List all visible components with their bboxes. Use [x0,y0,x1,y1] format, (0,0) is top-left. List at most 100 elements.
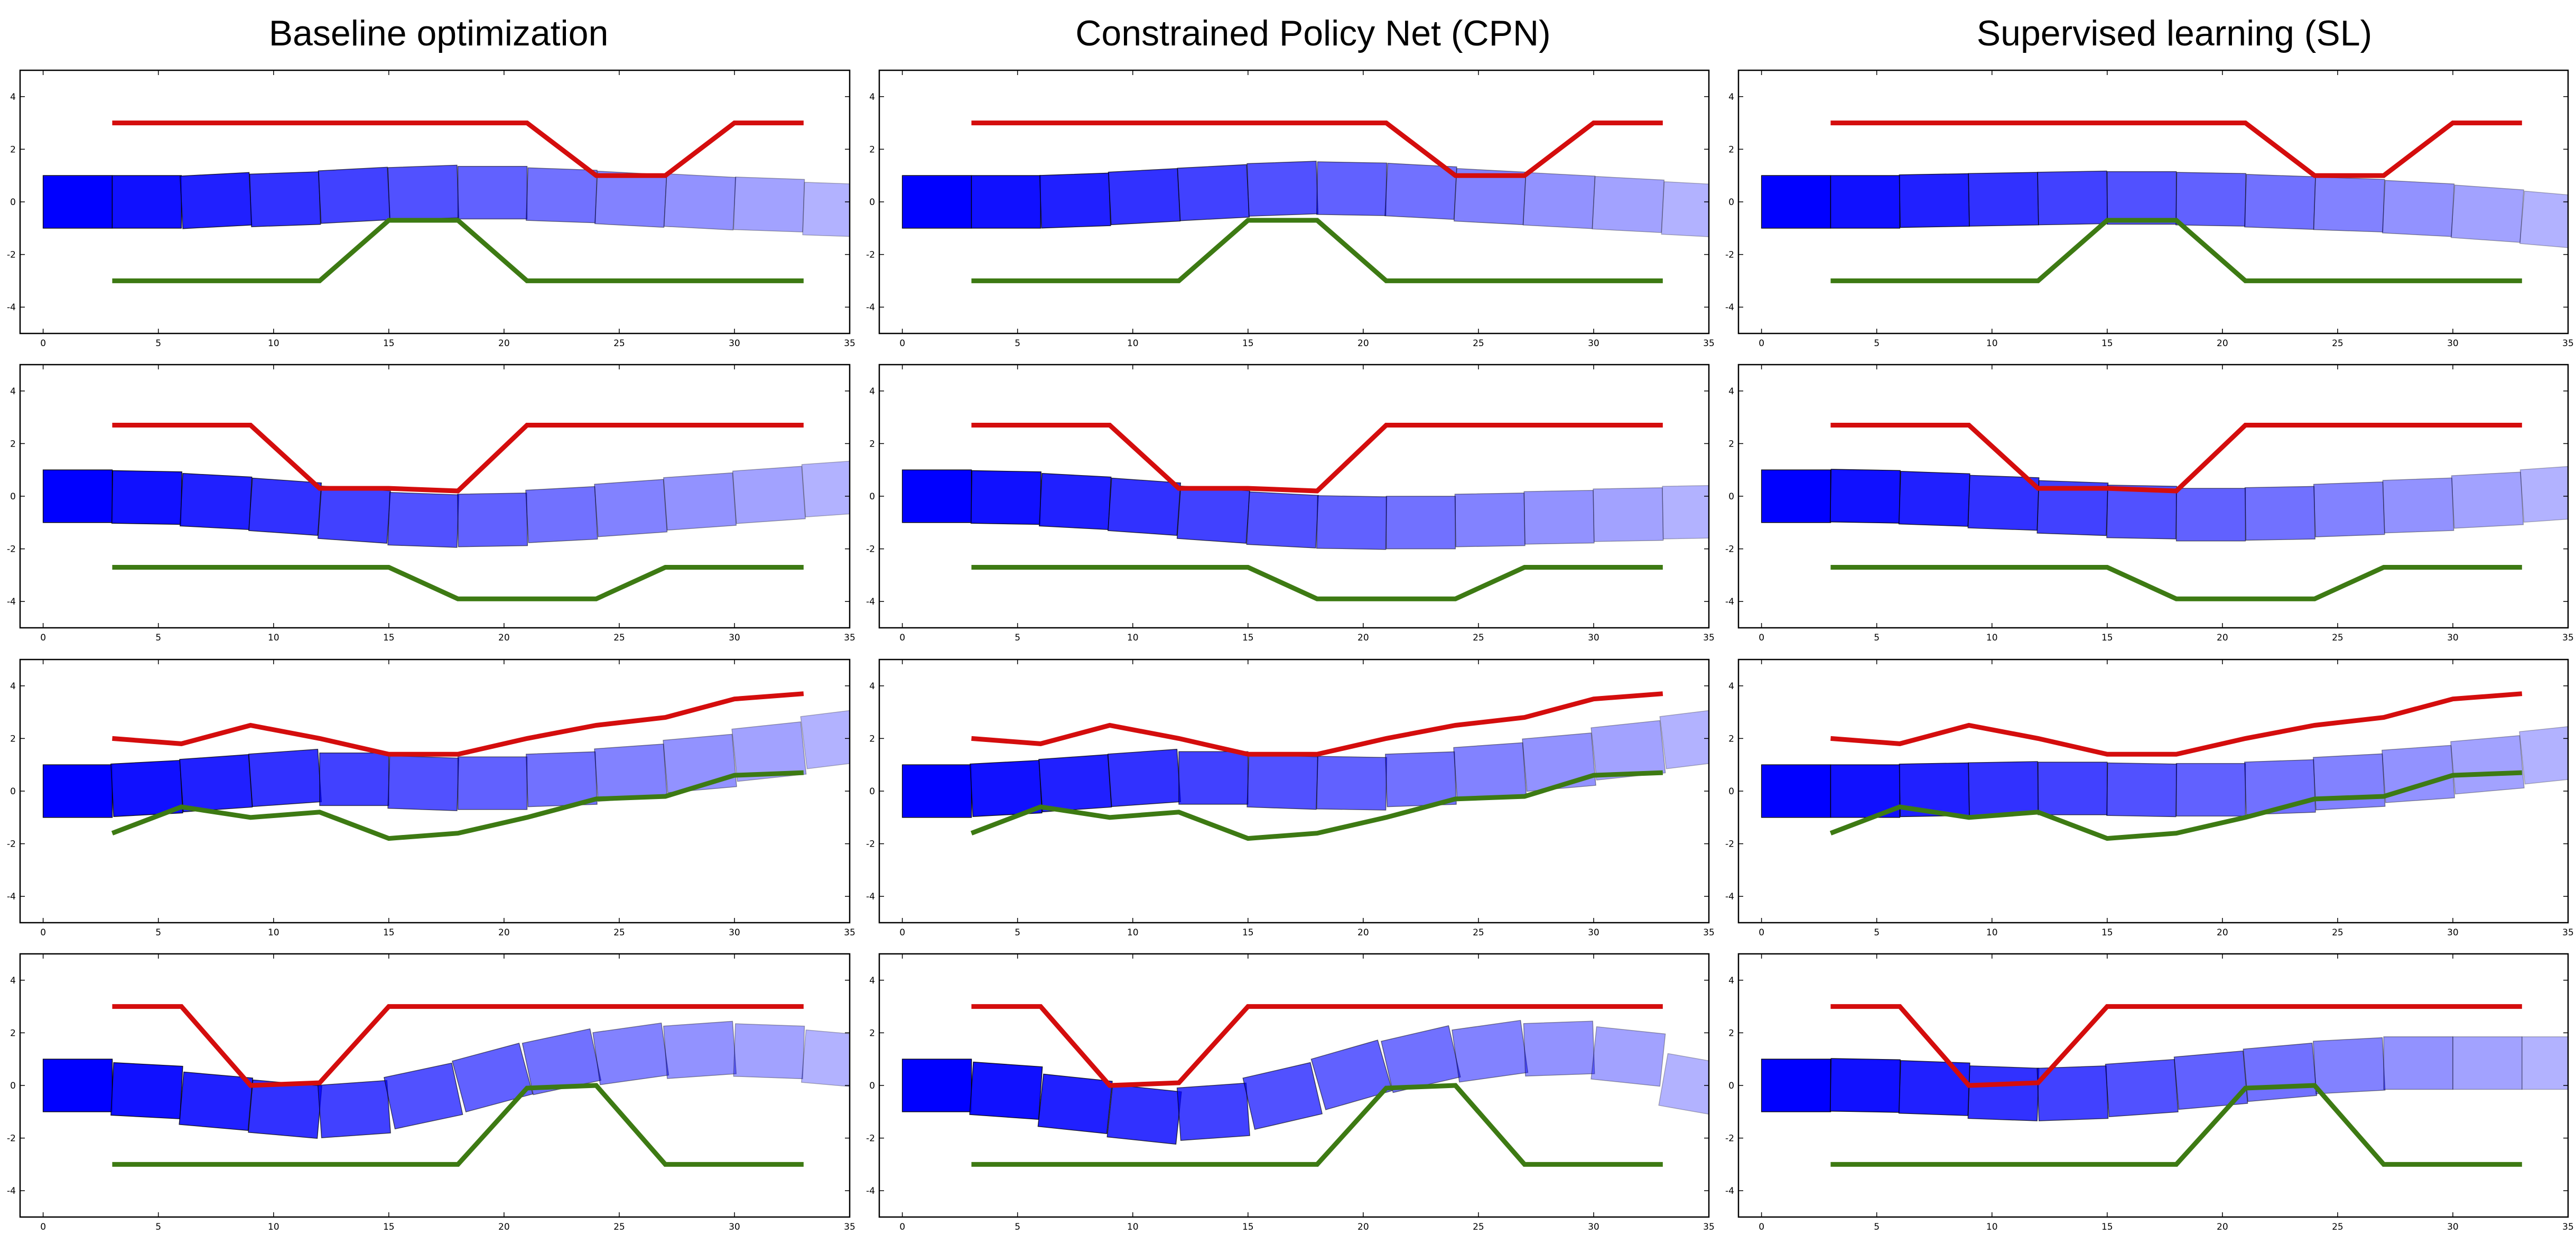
trajectory-box [1316,756,1388,811]
trajectory-box [2519,464,2568,523]
trajectory-box [2312,753,2386,811]
x-tick-label: 20 [498,338,510,349]
trajectory-box [1898,1060,1970,1116]
trajectory-box [2175,488,2246,542]
x-tick-label: 25 [2332,927,2343,938]
trajectory-box [801,1029,850,1089]
x-tick-label: 25 [613,927,625,938]
y-tick-label: -2 [1725,1134,1734,1144]
trajectory-box [2175,172,2247,227]
x-tick-label: 30 [1588,338,1599,349]
trajectory-box [387,164,460,221]
panel-r3-c1: 0 5 10 15 20 25 30 35 -4 -2 0 2 4 [7,658,855,938]
trajectory-box [1761,175,1831,229]
y-tick-label: 4 [1728,976,1734,986]
x-tick-label: 0 [40,1222,46,1232]
x-tick-label: 0 [899,927,905,938]
trajectory-box [179,754,253,813]
x-tick-label: 0 [899,633,905,643]
x-tick-label: 25 [2332,338,2343,349]
trajectory-box [2244,759,2316,815]
trajectory-box [594,479,668,537]
x-tick-label: 20 [1357,927,1369,938]
trajectory-box [1246,491,1319,549]
panel-r3-c3: 0 5 10 15 20 25 30 35 -4 -2 0 2 4 [1725,658,2574,938]
trajectory-box [2244,486,2315,541]
y-tick-label: -2 [866,1134,875,1144]
trajectory-box [1452,1019,1529,1083]
trajectory-box [1761,469,1831,523]
x-tick-label: 20 [498,1222,510,1232]
y-tick-label: -2 [866,250,875,261]
y-tick-label: -2 [866,839,875,850]
y-tick-label: -4 [1725,892,1734,902]
trajectory-box [901,175,972,229]
panel-r4-c2: 0 5 10 15 20 25 30 35 -4 -2 0 2 4 [866,953,1715,1232]
trajectory-box [1039,172,1111,229]
trajectory-box [1967,1065,2040,1121]
trajectory-box [1591,1026,1666,1087]
upper-bound-line [971,120,1663,178]
trajectory-box [248,477,322,536]
trajectory-box [2522,1036,2568,1090]
trajectory-box [1761,1058,1831,1112]
trajectory-box [452,1043,534,1113]
trajectory-box [901,469,972,523]
y-tick-label: 0 [869,1081,875,1091]
trajectory [1761,724,2568,818]
trajectory-box [2450,184,2524,243]
trajectory [1761,1036,2568,1121]
trajectory-box [248,1079,322,1139]
y-tick-label: -2 [866,544,875,555]
x-tick-label: 15 [383,338,395,349]
x-tick-label: 5 [155,1222,161,1232]
x-tick-label: 15 [1242,633,1254,643]
x-tick-label: 30 [729,927,740,938]
y-tick-label: -2 [1725,544,1734,555]
trajectory-box [594,171,667,228]
trajectory-box [525,167,598,224]
trajectory-box [317,485,391,544]
y-tick-label: 2 [869,439,875,449]
x-tick-label: 35 [2562,927,2574,938]
trajectory-box [2106,485,2178,540]
x-tick-label: 20 [2217,927,2228,938]
trajectory-box [1523,490,1595,545]
trajectory-box [2175,763,2246,817]
trajectory-box [1038,754,1112,813]
x-tick-label: 20 [2217,338,2228,349]
y-tick-label: 0 [10,786,16,797]
x-tick-label: 30 [729,338,740,349]
trajectory [901,161,1709,238]
y-tick-label: 4 [10,92,16,103]
x-tick-label: 0 [40,633,46,643]
x-tick-label: 25 [613,1222,625,1232]
column-title-sl: Supervised learning (SL) [1976,13,2373,53]
y-tick-label: 4 [869,386,875,397]
x-tick-label: 10 [1986,338,1998,349]
trajectory-box [179,473,253,530]
trajectory-box [2452,1036,2523,1090]
lower-bound-line [1829,770,2522,841]
trajectory-box [1037,1073,1113,1135]
column-title-baseline: Baseline optimization [268,13,609,53]
x-tick-label: 10 [268,927,280,938]
x-tick-label: 30 [2447,1222,2459,1232]
y-tick-label: -4 [1725,1186,1734,1196]
x-tick-label: 5 [1015,927,1020,938]
trajectory-box [1522,172,1596,229]
lower-bound-line [112,218,804,283]
trajectory-box [1316,495,1388,550]
x-tick-label: 0 [40,927,46,938]
x-tick-label: 35 [844,927,855,938]
trajectory-box [1829,1058,1901,1113]
panel-r4-c3: 0 5 10 15 20 25 30 35 -4 -2 0 2 4 [1725,953,2574,1232]
y-tick-label: 2 [10,439,16,449]
x-tick-label: 5 [1874,633,1880,643]
upper-bound-line [971,691,1663,757]
y-tick-label: 4 [869,976,875,986]
lower-bound-line [1830,218,2522,283]
trajectory-box [1107,477,1182,536]
lower-bound-line [971,1083,1663,1167]
